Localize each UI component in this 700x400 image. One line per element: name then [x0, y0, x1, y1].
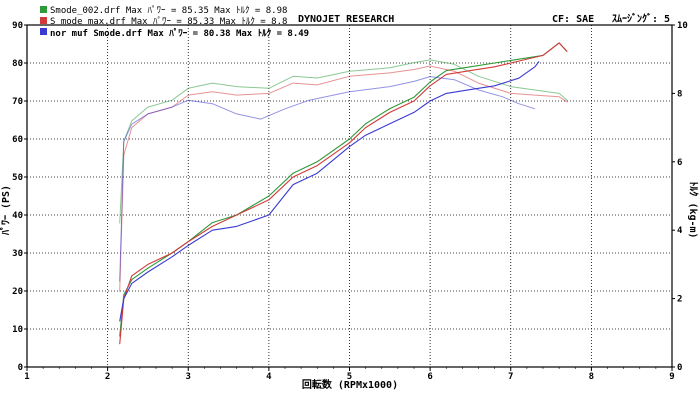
x-tick-label: 3	[186, 372, 191, 382]
y-axis-right-label: ﾄﾙｸ (kg-m)	[687, 181, 699, 238]
legend-entry-2: S mode max.drf Max ﾊﾟﾜｰ = 85.33 Max ﾄﾙｸ …	[50, 16, 287, 27]
y-right-tick-label: 6	[677, 158, 682, 168]
legend-swatch-3	[40, 28, 47, 35]
y-axis-left-label: ﾊﾟﾜｰ (PS)	[0, 185, 12, 236]
legend-entry-1: Smode_002.drf Max ﾊﾟﾜｰ = 85.35 Max ﾄﾙｸ =…	[50, 5, 287, 16]
x-axis-label: 回転数 (RPMx1000)	[302, 378, 398, 391]
correction-factor: CF: SAE	[552, 14, 594, 25]
x-tick-label: 1	[24, 372, 29, 382]
x-tick-label: 5	[347, 372, 352, 382]
y-left-tick-label: 90	[12, 21, 23, 31]
x-tick-label: 9	[669, 372, 674, 382]
y-right-tick-label: 10	[677, 21, 688, 31]
y-right-tick-label: 2	[677, 295, 682, 305]
x-tick-label: 2	[105, 372, 110, 382]
y-left-tick-label: 60	[12, 135, 23, 145]
y-left-tick-label: 30	[12, 249, 23, 259]
y-left-tick-label: 40	[12, 211, 23, 221]
y-left-tick-label: 10	[12, 325, 23, 335]
y-left-tick-label: 80	[12, 59, 23, 69]
y-left-tick-label: 0	[18, 363, 23, 373]
power-line-series-3	[119, 61, 540, 322]
y-left-tick-label: 70	[12, 97, 23, 107]
y-right-tick-label: 0	[677, 363, 682, 373]
legend-entry-3: nor muf Smode.drf Max ﾊﾟﾜｰ = 80.38 Max ﾄ…	[50, 27, 309, 39]
torque-line-series-2	[119, 65, 568, 292]
torque-line-series-1	[119, 59, 568, 224]
chart-title: DYNOJET RESEARCH	[298, 14, 394, 25]
power-line-series-1	[119, 42, 568, 337]
series-lines	[119, 42, 568, 345]
x-tick-label: 6	[427, 372, 432, 382]
legend-swatch-2	[40, 17, 47, 24]
torque-line-series-3	[119, 76, 536, 282]
y-left-tick-label: 20	[12, 287, 23, 297]
y-right-tick-label: 4	[677, 226, 683, 236]
y-right-tick-label: 8	[677, 89, 682, 99]
x-tick-label: 7	[508, 372, 513, 382]
y-left-tick-label: 50	[12, 173, 23, 183]
legend-swatch-1	[40, 6, 47, 13]
x-tick-label: 4	[266, 372, 272, 382]
x-tick-label: 8	[589, 372, 594, 382]
smoothing-setting: ｽﾑｰｼﾞﾝｸﾞ: 5	[612, 12, 670, 25]
power-line-series-2	[119, 42, 568, 345]
